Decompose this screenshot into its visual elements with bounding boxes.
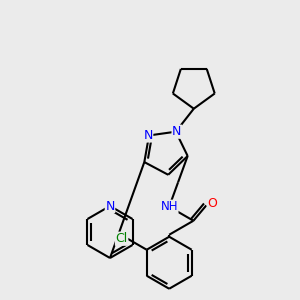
Text: N: N	[172, 125, 182, 138]
Text: O: O	[207, 197, 217, 210]
Text: NH: NH	[160, 200, 178, 213]
Text: Cl: Cl	[116, 232, 128, 245]
Text: N: N	[105, 200, 115, 212]
Text: N: N	[143, 129, 153, 142]
